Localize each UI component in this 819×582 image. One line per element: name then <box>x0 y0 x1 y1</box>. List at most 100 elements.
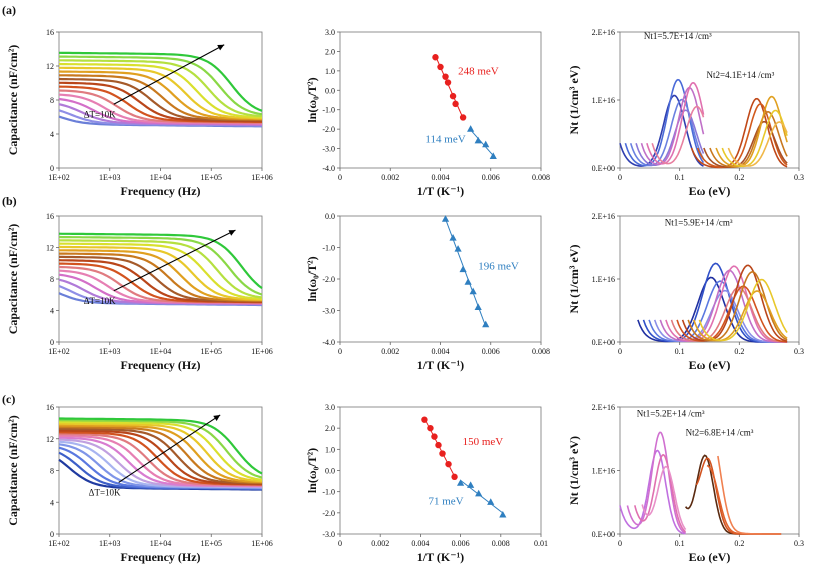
x-tick-label: 0.1 <box>675 347 685 356</box>
x-tick-label: 0.008 <box>532 173 550 182</box>
x-tick-label: 1E+05 <box>201 347 222 356</box>
trap-density-curve <box>717 455 782 535</box>
trap-density-curve <box>665 265 788 343</box>
data-point <box>474 303 482 310</box>
y-axis-label: Capacitance (nF/cm²) <box>6 224 20 335</box>
temperature-arrow <box>113 44 225 105</box>
x-tick-label: 0 <box>618 173 622 182</box>
trap-density-curve <box>687 271 788 342</box>
y-tick-label: 2.E+16 <box>592 28 615 37</box>
data-point <box>499 510 507 518</box>
y-tick-label: -3.0 <box>322 145 335 154</box>
y-axis-label: ln(ω₀/T²) <box>305 256 319 301</box>
y-tick-label: -1.0 <box>322 106 335 115</box>
temperature-arrow <box>118 414 221 483</box>
capacitance-curve <box>59 417 263 475</box>
y-tick-label: 0 <box>50 164 54 173</box>
x-axis-label: Frequency (Hz) <box>120 550 200 564</box>
y-tick-label: 1.0 <box>325 445 335 454</box>
x-tick-label: 0 <box>618 347 622 356</box>
x-tick-label: 0 <box>338 347 342 356</box>
capacitance-curve <box>59 249 262 302</box>
chart-c-nt: 0.E+00 1.E+16 2.E+16 0 0.1 0.2 0.3 Eω (eV) Nt (1… <box>567 403 804 564</box>
x-axis-label: Frequency (Hz) <box>120 184 200 198</box>
row-label-b: (b) <box>2 194 17 208</box>
y-tick-label: 0.0 <box>325 467 335 476</box>
y-tick-label: 0 <box>50 530 54 539</box>
y-tick-label: 2.E+16 <box>592 403 615 412</box>
x-tick-label: 1E+03 <box>99 347 120 356</box>
y-tick-label: -3.0 <box>322 307 335 316</box>
capacitance-curve <box>59 59 263 118</box>
capacitance-curve <box>58 70 263 121</box>
data-point <box>439 450 446 457</box>
y-tick-label: 3.0 <box>325 403 335 412</box>
x-tick-label: 1E+02 <box>48 347 69 356</box>
x-tick-label: 0.006 <box>482 347 500 356</box>
capacitance-curve <box>58 426 263 484</box>
y-tick-label: 3.0 <box>325 28 335 37</box>
chart-a-arr: 3.0 2.0 1.0 0.0 -1.0 -2.0 -3.0 -4.00 0.002 0.004 0… <box>305 28 550 198</box>
arrow-head <box>217 44 225 51</box>
y-tick-label: 8 <box>50 275 54 284</box>
activation-energy-label: 248 meV <box>458 66 499 78</box>
trap-density-curve <box>670 286 788 343</box>
capacitance-curve <box>58 232 263 289</box>
capacitance-curve <box>58 242 263 300</box>
x-tick-label: 1E+04 <box>150 539 171 548</box>
data-point <box>441 215 450 222</box>
x-tick-label: 0.3 <box>794 173 804 182</box>
x-tick-label: 0.002 <box>371 539 389 548</box>
trap-density-curve <box>640 86 705 166</box>
x-tick-label: 0.006 <box>482 173 500 182</box>
plot-frame <box>339 215 542 343</box>
capacitance-curve <box>58 245 263 301</box>
arrow-head <box>228 230 236 236</box>
x-tick-label: 0.006 <box>452 539 470 548</box>
data-point <box>449 92 457 100</box>
data-point <box>442 73 449 80</box>
y-tick-label: 12 <box>46 62 54 71</box>
row-label-c: (c) <box>2 392 15 406</box>
x-axis-label: Eω (eV) <box>689 358 731 372</box>
trap-density-curve <box>703 120 788 168</box>
data-point <box>459 265 467 273</box>
y-tick-label: 12 <box>46 435 54 444</box>
y-tick-label: 12 <box>46 244 54 253</box>
capacitance-curve <box>58 62 263 119</box>
trap-density-curve <box>653 289 788 343</box>
x-tick-label: 1E+06 <box>251 173 272 182</box>
x-axis-label: 1/T (K⁻¹) <box>417 358 464 372</box>
x-tick-label: 1E+03 <box>99 539 120 548</box>
plot-frame <box>339 31 542 169</box>
data-point <box>452 100 459 108</box>
data-point <box>437 63 444 71</box>
y-axis-label: ln(ω₀/T²) <box>305 77 319 122</box>
capacitance-curve <box>58 424 263 484</box>
delta-t-annotation: ΔT=10K <box>89 487 121 497</box>
y-tick-label: -1.0 <box>322 488 335 497</box>
row-label-a: (a) <box>2 3 16 17</box>
y-tick-label: 4 <box>50 307 54 316</box>
x-tick-label: 0.1 <box>675 539 685 548</box>
data-point <box>464 278 472 285</box>
trap-density-curve <box>721 109 788 168</box>
y-tick-label: -4.0 <box>322 338 335 347</box>
trap-density-curve <box>727 121 788 167</box>
x-tick-label: 0.2 <box>734 539 744 548</box>
data-point <box>444 79 452 86</box>
x-tick-label: 0.004 <box>432 347 450 356</box>
data-point <box>489 152 497 159</box>
trap-density-curve <box>635 109 705 166</box>
data-point <box>482 320 490 328</box>
x-tick-label: 1E+06 <box>251 347 272 356</box>
capacitance-curve <box>58 239 263 299</box>
y-axis-label: Capacitance (nF/cm²) <box>6 45 20 156</box>
x-tick-label: 0.008 <box>492 539 510 548</box>
trap-density-curve <box>715 95 788 168</box>
chart-c-cap: 0 4 8 12 16 1E+02 1E+03 1E+04 1E+05 1E+06 Frequenc… <box>6 403 273 564</box>
y-tick-label: 4 <box>50 498 54 507</box>
x-tick-label: 1E+05 <box>201 173 222 182</box>
trap-density-annotation: Nt1=5.7E+14 /cm³ <box>644 31 712 41</box>
chart-a-cap: 0 4 8 12 16 1E+02 1E+03 1E+04 1E+05 1E+06 Frequenc… <box>6 28 273 198</box>
